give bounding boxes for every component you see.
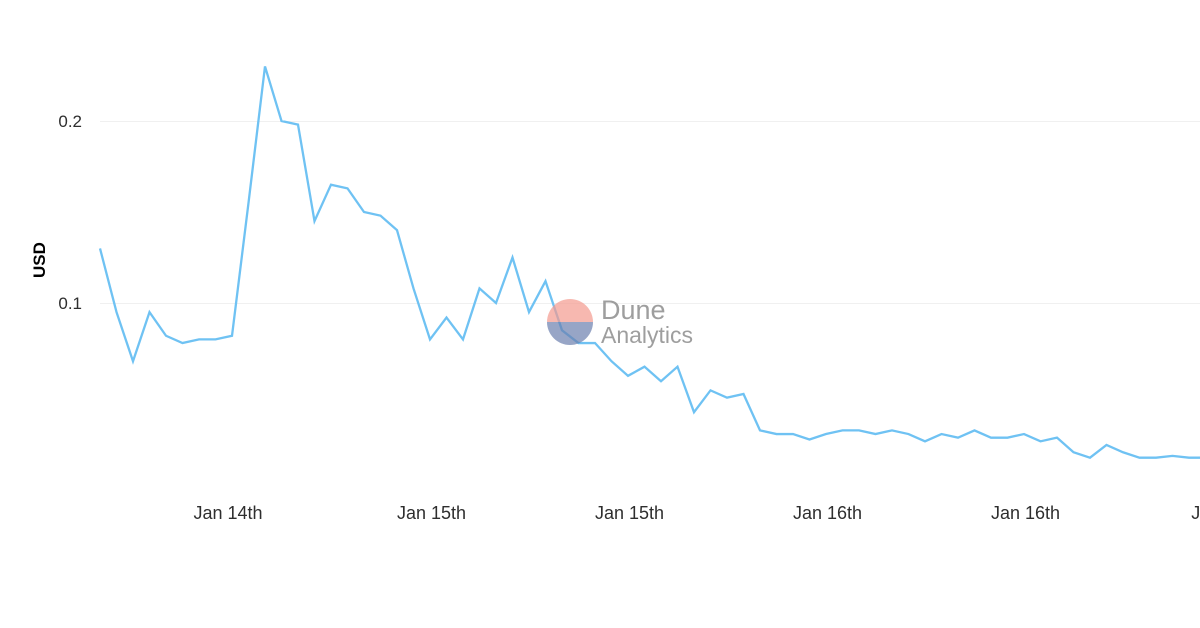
y-tick-label: 0.1 [0,294,82,314]
plot-area [100,30,1200,485]
x-tick-label: Jan 16th [991,503,1060,524]
line-series [100,30,1200,485]
y-tick-label: 0.2 [0,112,82,132]
x-tick-label: Jan 14th [194,503,263,524]
y-axis-title: USD [30,242,50,278]
x-tick-label: Jan 16th [793,503,862,524]
x-tick-label: Jan 15th [397,503,466,524]
chart-root: USD Dune Analytics 0.10.2Jan 14thJan 15t… [0,0,1200,628]
x-tick-label: Jan 15th [595,503,664,524]
x-tick-label: Jan 17th [1191,503,1200,524]
